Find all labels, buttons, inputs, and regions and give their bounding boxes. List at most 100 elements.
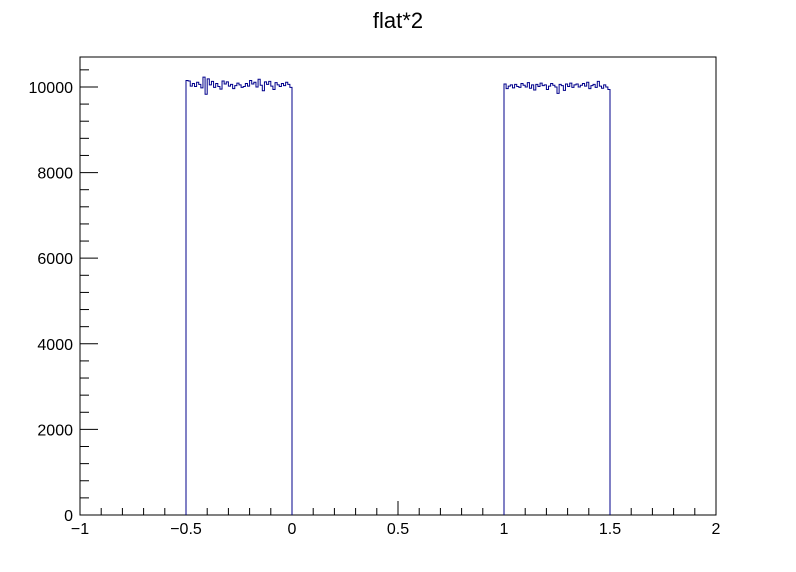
- x-tick-label: 0.5: [387, 521, 409, 538]
- histogram-bin: [207, 79, 209, 515]
- histogram-bin: [508, 86, 510, 515]
- histogram-bin: [599, 86, 601, 515]
- histogram-bin: [608, 90, 610, 515]
- histogram-bin: [529, 88, 531, 515]
- histogram-bin: [218, 87, 220, 515]
- histogram-bin: [250, 81, 252, 515]
- histogram-bin: [205, 94, 207, 515]
- histogram-bin: [271, 86, 273, 515]
- histogram-bin: [284, 86, 286, 515]
- histogram-bin: [557, 93, 559, 515]
- histogram-bin: [226, 82, 228, 515]
- histogram-bin: [228, 86, 230, 515]
- histogram-bin: [194, 87, 196, 515]
- histogram-bin: [245, 84, 247, 515]
- histogram-bin: [510, 85, 512, 515]
- histogram-bin: [551, 84, 553, 515]
- histogram-bin: [561, 86, 563, 515]
- histogram-bin: [211, 81, 213, 515]
- histogram-bin: [288, 84, 290, 515]
- histogram-bin: [538, 87, 540, 515]
- histogram-bin: [197, 82, 199, 515]
- histogram-bin: [589, 89, 591, 515]
- y-tick-label: 10000: [29, 80, 74, 97]
- histogram-bin: [260, 85, 262, 515]
- x-tick-label: −0.5: [170, 521, 202, 538]
- y-tick-label: 4000: [37, 337, 73, 354]
- histogram-bin: [519, 87, 521, 515]
- histogram-bin: [568, 87, 570, 515]
- histogram-bin: [580, 85, 582, 515]
- histogram-bin: [269, 81, 271, 515]
- histogram-bin: [574, 85, 576, 515]
- histogram-bin: [258, 79, 260, 515]
- histogram-bin: [593, 84, 595, 515]
- histogram-bin: [591, 86, 593, 515]
- histogram-segment: [503, 80, 611, 515]
- histogram-bin: [506, 89, 508, 515]
- histogram-bin: [190, 86, 192, 515]
- histogram-bin: [595, 87, 597, 515]
- histogram-segment: [185, 76, 293, 515]
- histogram-bin: [222, 81, 224, 515]
- histogram-bin: [517, 87, 519, 515]
- histogram-bin: [203, 77, 205, 515]
- histogram-bin: [544, 85, 546, 515]
- histogram-bin: [606, 87, 608, 515]
- histogram-bin: [254, 82, 256, 515]
- histogram-bin: [587, 82, 589, 515]
- histogram-bin: [239, 85, 241, 515]
- x-tick-label: 1.5: [599, 521, 621, 538]
- x-tick-label: 1: [500, 521, 509, 538]
- histogram-bin: [578, 87, 580, 515]
- x-axis: −1 −0.5 0 0.5 1 1.5 2: [71, 501, 721, 538]
- histogram-bin: [504, 84, 506, 515]
- histogram-bin: [532, 85, 534, 515]
- histogram-bin: [527, 83, 529, 515]
- histogram-bin: [553, 85, 555, 515]
- histogram-bin: [235, 86, 237, 515]
- histogram-bin: [523, 85, 525, 515]
- histogram-bin: [209, 85, 211, 515]
- histogram-bin: [565, 84, 567, 515]
- histogram-bin: [549, 86, 551, 515]
- histogram-bin: [252, 84, 254, 515]
- histogram-bin: [216, 84, 218, 515]
- histogram-series: [185, 76, 611, 515]
- histogram-bin: [243, 87, 245, 515]
- histogram-bin: [534, 90, 536, 515]
- histogram-bin: [563, 90, 565, 515]
- histogram-bin: [536, 84, 538, 515]
- histogram-bin: [512, 88, 514, 515]
- histogram-bin: [521, 84, 523, 515]
- histogram-bin: [525, 87, 527, 515]
- histogram-bin: [576, 84, 578, 515]
- histogram-bin: [188, 81, 190, 515]
- histogram-bin: [546, 90, 548, 515]
- histogram-bin: [220, 89, 222, 515]
- histogram-bin: [264, 82, 266, 515]
- y-tick-label: 0: [64, 508, 73, 525]
- plot-frame: [79, 56, 717, 516]
- histogram-bin: [199, 84, 201, 515]
- histogram-bin: [602, 88, 604, 515]
- histogram-bin: [542, 86, 544, 515]
- histogram-bin: [241, 87, 243, 515]
- histogram-bin: [559, 84, 561, 515]
- histogram-bin: [281, 84, 283, 515]
- histogram-bin: [237, 83, 239, 515]
- histogram-bin: [597, 81, 599, 515]
- histogram-bin: [277, 85, 279, 515]
- histogram-bin: [286, 82, 288, 515]
- histogram-bin: [256, 87, 258, 515]
- x-tick-label: 2: [712, 521, 721, 538]
- histogram-bin: [279, 87, 281, 515]
- y-tick-label: 2000: [37, 422, 73, 439]
- histogram-bin: [233, 89, 235, 515]
- y-axis: 0 2000 4000 6000 8000 10000: [29, 69, 98, 525]
- histogram-bin: [555, 87, 557, 515]
- chart-title: flat*2: [373, 8, 423, 33]
- histogram-bin: [231, 84, 233, 515]
